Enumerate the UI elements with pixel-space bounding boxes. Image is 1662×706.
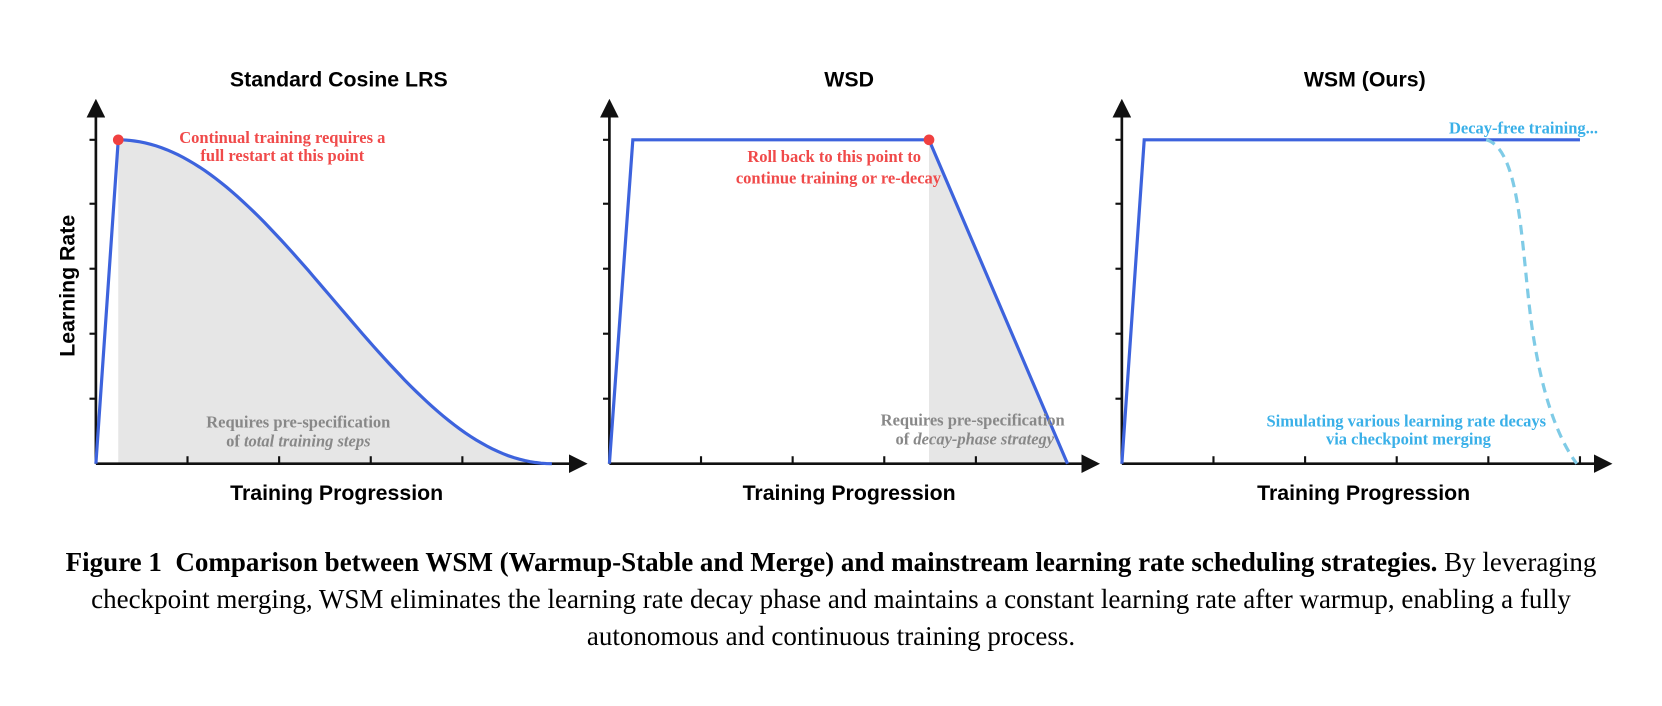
panel-title: WSM (Ours)	[1304, 68, 1426, 92]
figure: Standard Cosine LRS Learning Rate Traini…	[56, 68, 1613, 505]
lr-curve	[1120, 138, 1580, 464]
caption-body: By leveraging checkpoint merging, WSM el…	[91, 547, 1597, 651]
annotation: Continual training requires a	[179, 128, 385, 147]
annotation: Requires pre-specification	[881, 410, 1065, 429]
simulated-decay	[1485, 138, 1579, 465]
annotation: of total training steps	[226, 432, 370, 451]
lr-curve	[94, 138, 552, 466]
lr-curve	[607, 138, 1069, 465]
caption: Figure 1 Comparison between WSM (Warmup-…	[30, 544, 1632, 655]
panel-title: WSD	[824, 68, 874, 92]
annotation: continue training or re-decay	[736, 168, 942, 187]
annotation: full restart at this point	[200, 146, 364, 165]
x-axis-label: Training Progression	[1257, 481, 1470, 505]
annotation: of decay-phase strategy	[896, 430, 1055, 449]
annotation: Requires pre-specification	[206, 412, 390, 431]
restart-point	[112, 134, 124, 146]
caption-heading: Comparison between WSM (Warmup-Stable an…	[175, 547, 1438, 577]
y-axis-label: Learning Rate	[56, 215, 80, 357]
annotation: Simulating various learning rate decays	[1267, 411, 1547, 430]
annotation: Roll back to this point to	[747, 147, 921, 166]
annotation-part: decay-phase strategy	[913, 430, 1054, 449]
annotation-part: of	[896, 430, 910, 449]
rollback-point	[923, 134, 935, 146]
x-axis-label: Training Progression	[743, 481, 956, 505]
caption-label: Figure 1	[65, 547, 162, 577]
annotation: via checkpoint merging	[1326, 430, 1492, 449]
annotation-part: of	[226, 432, 240, 451]
panel-title: Standard Cosine LRS	[230, 68, 448, 92]
annotation-part: total training steps	[244, 432, 371, 451]
x-axis-label: Training Progression	[230, 481, 443, 505]
annotation: Decay-free training...	[1449, 118, 1598, 137]
shapes	[86, 98, 1613, 474]
